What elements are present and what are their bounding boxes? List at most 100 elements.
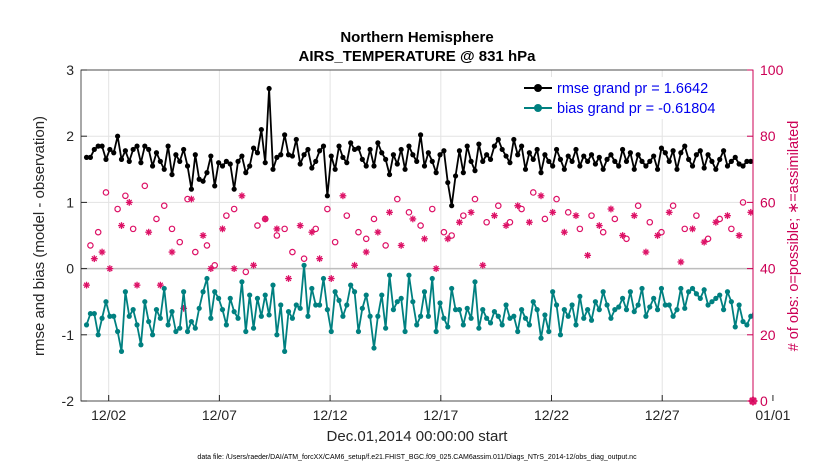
asterisk-stroke <box>231 265 237 272</box>
rmse-point <box>654 166 661 172</box>
bias-point <box>313 302 319 308</box>
rmse-point <box>293 136 299 143</box>
rmse-point <box>709 158 715 164</box>
bias-point <box>577 293 583 300</box>
bias-point <box>340 313 346 319</box>
bias-point <box>130 307 136 313</box>
bias-point <box>301 262 307 268</box>
rmse-point <box>425 150 431 156</box>
obs-assimilated-point <box>339 192 347 200</box>
obs-possible-point <box>428 205 436 213</box>
bias-point <box>317 302 323 308</box>
bias-point <box>227 295 233 301</box>
rmse-point <box>258 126 264 133</box>
rmse-point <box>375 140 381 146</box>
rmse-point <box>340 154 346 160</box>
obs-possible-point <box>211 261 219 269</box>
asterisk-stroke <box>503 222 509 229</box>
asterisk-stroke <box>631 212 638 219</box>
bias-point <box>216 295 222 301</box>
bias-point <box>561 307 567 313</box>
asterisk-stroke <box>188 196 195 202</box>
rmse-point <box>449 203 455 209</box>
asterisk-stroke <box>526 219 533 226</box>
rmse-point <box>452 173 459 179</box>
obs-assimilated-point <box>118 222 125 229</box>
obs-assimilated-point <box>747 208 753 216</box>
bias-point <box>717 292 723 298</box>
asterisk-stroke <box>549 209 556 216</box>
asterisk-stroke <box>678 259 684 265</box>
bias-point <box>612 307 618 313</box>
rmse-point <box>592 161 599 167</box>
bias-point <box>662 302 668 308</box>
obs-assimilated-point <box>665 208 673 216</box>
rmse-point <box>216 160 222 166</box>
rmse-point <box>495 136 501 143</box>
asterisk-stroke <box>772 210 777 215</box>
asterisk-stroke <box>619 232 626 239</box>
obs-assimilated-point <box>514 202 522 210</box>
rmse-point <box>363 163 369 169</box>
rmse-point <box>184 163 191 169</box>
asterisk-stroke <box>538 192 544 199</box>
legend-rmse-marker <box>534 84 542 92</box>
obs-possible-point <box>739 199 747 206</box>
rmse-point <box>538 170 544 176</box>
rmse-point <box>565 153 571 159</box>
obs-possible-point <box>417 222 424 229</box>
rmse-point <box>670 148 676 154</box>
bias-point <box>728 299 734 305</box>
asterisk-stroke <box>654 232 661 239</box>
series-layer <box>83 85 777 354</box>
bias-point <box>651 295 657 301</box>
rmse-point <box>631 166 637 172</box>
bias-point <box>289 315 296 321</box>
bias-point <box>282 348 288 354</box>
rmse-point <box>736 161 742 167</box>
obs-assimilated-point <box>145 228 153 236</box>
rmse-point <box>328 153 334 159</box>
rmse-point <box>732 154 738 160</box>
obs-possible-point <box>553 195 560 203</box>
bias-point <box>635 302 641 308</box>
asterisk-stroke <box>596 222 603 229</box>
y-tick-label: -2 <box>62 393 75 409</box>
bias-point <box>619 295 626 301</box>
rmse-point <box>616 163 622 169</box>
rmse-point <box>705 152 711 158</box>
bias-point <box>507 315 513 321</box>
chart-subtitle: AIRS_TEMPERATURE @ 831 hPa <box>299 48 537 65</box>
y-tick-label: 1 <box>66 194 74 210</box>
rmse-point <box>511 136 517 143</box>
rmse-point <box>243 170 249 176</box>
obs-possible-point <box>176 238 184 246</box>
rmse-point <box>138 160 144 166</box>
obs-possible-point <box>681 225 689 233</box>
asterisk-stroke <box>561 229 568 236</box>
asterisk-stroke <box>169 249 175 255</box>
bias-point <box>235 315 241 321</box>
rmse-point <box>522 166 529 172</box>
bias-point <box>682 305 688 311</box>
asterisk-stroke <box>363 249 370 255</box>
obs-assimilated-point <box>261 215 269 223</box>
bias-point <box>293 302 299 308</box>
asterisk-stroke <box>491 212 498 219</box>
obs-assimilated-point <box>479 261 487 269</box>
bias-point <box>134 322 140 328</box>
obs-assimilated-point <box>250 261 257 269</box>
obs-possible-point <box>324 205 331 213</box>
x-tick-label: 12/02 <box>91 407 126 423</box>
rmse-point <box>437 152 443 158</box>
asterisk-stroke <box>514 202 521 209</box>
asterisk-stroke <box>701 239 708 245</box>
bias-point <box>748 313 753 319</box>
rmse-point <box>623 158 630 164</box>
bias-point <box>254 295 261 301</box>
rmse-point <box>604 156 610 162</box>
rmse-point <box>169 171 175 178</box>
bias-point <box>425 313 431 319</box>
rmse-point <box>146 146 152 153</box>
